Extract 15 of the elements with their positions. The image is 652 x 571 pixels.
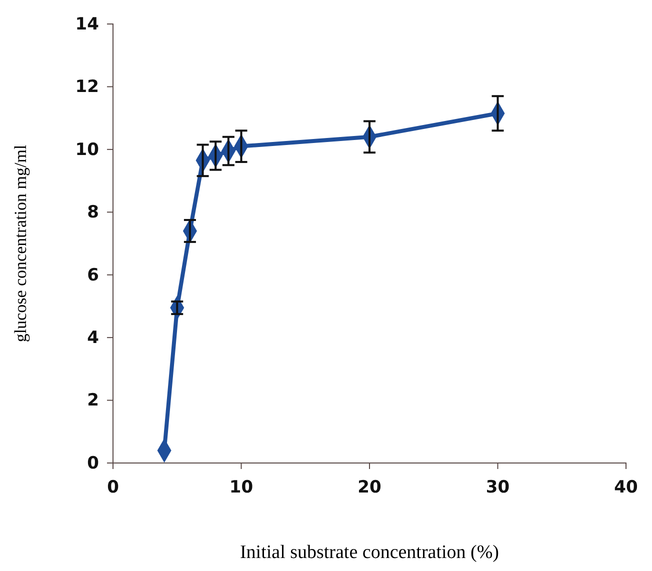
y-tick-label: 14 <box>75 14 100 34</box>
y-tick-label: 4 <box>87 328 100 348</box>
x-axis-title: Initial substrate concentration (%) <box>240 542 500 563</box>
y-tick-label: 12 <box>75 77 99 98</box>
x-tick-label: 30 <box>486 477 510 498</box>
x-tick-label: 0 <box>107 477 120 498</box>
y-tick-label: 6 <box>87 265 99 286</box>
x-tick-label: 10 <box>229 477 254 498</box>
y-tick-label: 0 <box>87 453 100 474</box>
x-tick-label: 40 <box>614 477 638 498</box>
y-axis-title: glucose concentration mg/ml <box>11 144 30 342</box>
y-tick-label: 2 <box>87 390 99 411</box>
x-tick-label: 20 <box>358 477 382 498</box>
y-tick-label: 10 <box>75 140 100 160</box>
y-tick-label: 8 <box>87 202 99 223</box>
